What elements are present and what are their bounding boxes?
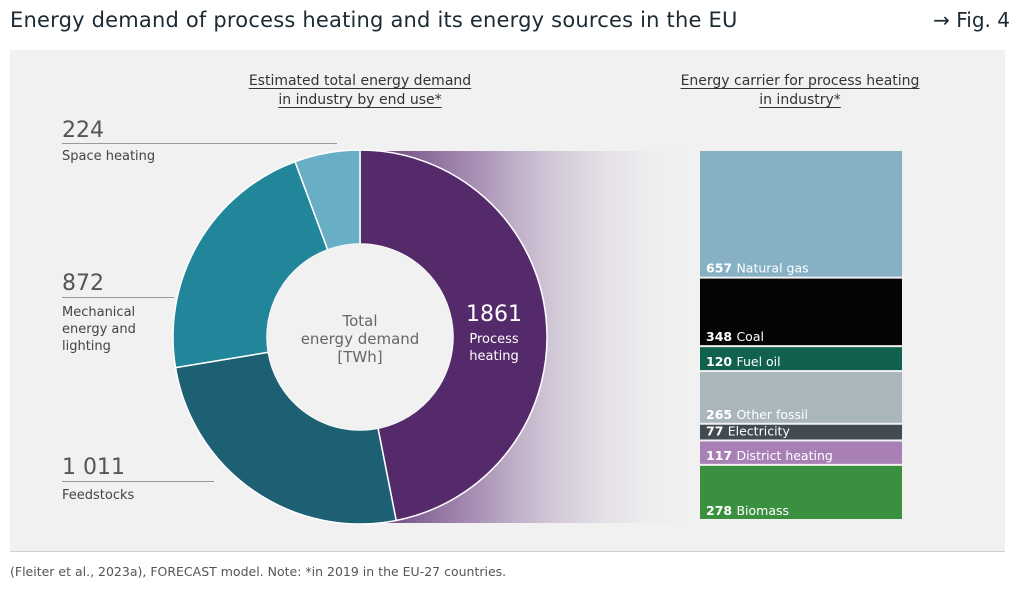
bar-value-fuel-oil: 120 [706, 354, 736, 369]
bar-name-electricity: Electricity [728, 423, 791, 438]
feedstocks-leader [62, 481, 214, 482]
bar-label-biomass: 278 Biomass [706, 503, 789, 518]
left-heading-line-2: in industry by end use* [278, 92, 442, 108]
mechanical-label: Mechanical energy and lighting [62, 305, 136, 354]
bar-segment-biomass [700, 465, 902, 519]
mechanical-value: 872 [62, 271, 104, 296]
bar-label-fuel-oil: 120 Fuel oil [706, 354, 781, 369]
bar-label-coal: 348 Coal [706, 329, 764, 344]
right-heading-line-2: in industry* [759, 92, 841, 108]
source-note: (Fleiter et al., 2023a), FORECAST model.… [10, 564, 507, 579]
donut-slice-process-heating [359, 149, 548, 522]
bar-value-district-heating: 117 [706, 448, 736, 463]
bar-value-electricity: 77 [706, 423, 728, 438]
bar-value-other-fossil: 265 [706, 407, 736, 422]
process-heating-value: 1861 [466, 302, 522, 327]
donut-hole [267, 244, 453, 430]
bar-segment-other-fossil [700, 372, 902, 423]
space-heating-label: Space heating [62, 149, 156, 164]
bar-value-natural-gas: 657 [706, 261, 736, 276]
right-heading: Energy carrier for process heating in in… [650, 72, 950, 110]
bar-label-district-heating: 117 District heating [706, 448, 833, 463]
bar-value-coal: 348 [706, 329, 736, 344]
donut-center-label: Total energy demand [TWh] [290, 312, 430, 366]
bar-label-natural-gas: 657 Natural gas [706, 261, 809, 276]
center-line-1: Total [342, 312, 378, 330]
bar-name-natural-gas: Natural gas [736, 261, 808, 276]
bar-label-other-fossil: 265 Other fossil [706, 407, 808, 422]
center-line-3: [TWh] [337, 348, 383, 366]
bar-name-biomass: Biomass [736, 503, 789, 518]
bar-name-fuel-oil: Fuel oil [736, 354, 780, 369]
bar-label-electricity: 77 Electricity [706, 423, 790, 438]
left-heading: Estimated total energy demand in industr… [220, 72, 500, 110]
center-line-2: energy demand [300, 330, 420, 348]
bar-segment-natural-gas [700, 151, 902, 277]
feedstocks-label: Feedstocks [62, 488, 135, 503]
figure-reference: → Fig. 4 [933, 8, 1010, 32]
bar-segment-coal [700, 278, 902, 346]
bar-name-district-heating: District heating [736, 448, 832, 463]
feedstocks-value: 1 011 [62, 455, 125, 480]
chart-title: Energy demand of process heating and its… [10, 8, 738, 32]
bar-segment-district-heating [700, 441, 902, 464]
process-heating-label: Process heating [469, 332, 519, 364]
footer-divider [10, 551, 1005, 552]
bar-name-coal: Coal [736, 329, 764, 344]
space-heating-value: 224 [62, 118, 104, 143]
left-heading-line-1: Estimated total energy demand [248, 73, 472, 89]
mechanical-leader [62, 297, 174, 298]
bar-segment-fuel-oil [700, 347, 902, 371]
bar-name-other-fossil: Other fossil [736, 407, 807, 422]
bar-value-biomass: 278 [706, 503, 736, 518]
right-heading-line-1: Energy carrier for process heating [680, 73, 920, 89]
bar-segment-electricity [700, 424, 902, 440]
space-heating-leader [62, 143, 337, 144]
